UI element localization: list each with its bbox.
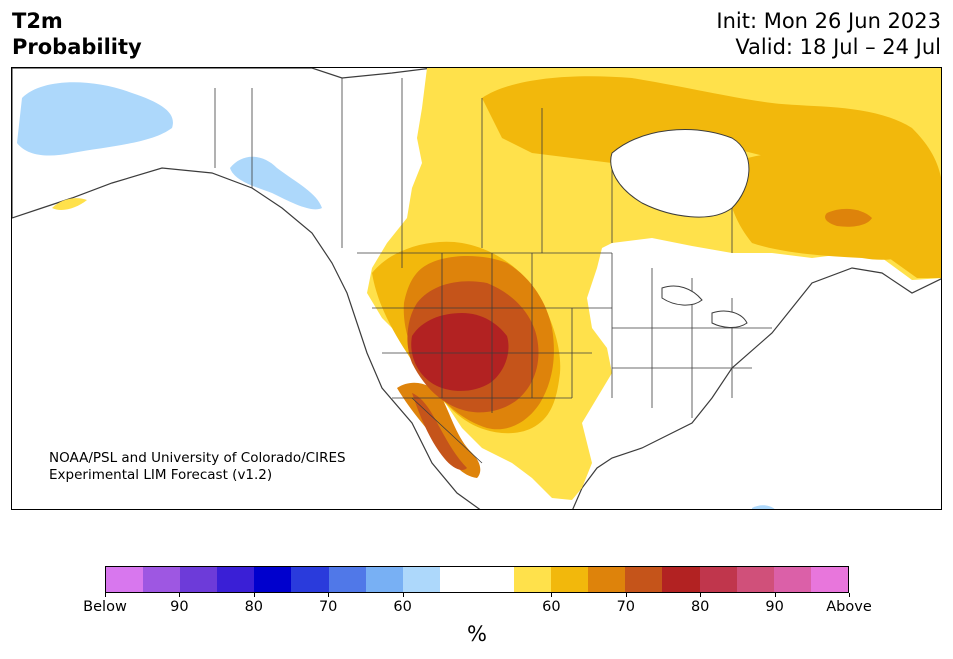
colorbar-tick-mark — [402, 593, 404, 597]
colorbar-swatch — [439, 567, 477, 592]
colorbar-swatch — [810, 567, 848, 592]
colorbar-tick-label: 60 — [542, 599, 561, 615]
colorbar-swatch — [773, 567, 811, 592]
colorbar-swatch — [662, 567, 700, 592]
colorbar-swatch — [291, 567, 329, 592]
colorbar-swatch — [180, 567, 218, 592]
colorbar-tick-mark — [700, 593, 702, 597]
forecast-dates: Init: Mon 26 Jun 2023 Valid: 18 Jul – 24… — [716, 8, 941, 60]
colorbar-tick-label: Above — [826, 599, 872, 615]
colorbar-tick-label: 70 — [616, 599, 636, 615]
colorbar-tick-mark — [551, 593, 553, 597]
colorbar-swatch — [328, 567, 366, 592]
colorbar-tick-label: 70 — [318, 599, 338, 615]
colorbar-swatch — [699, 567, 737, 592]
colorbar-tick-label: 80 — [690, 599, 710, 615]
colorbar-swatch — [736, 567, 774, 592]
colorbar-tick-mark — [774, 593, 776, 597]
colorbar-swatch — [106, 567, 144, 592]
colorbar-unit: % — [467, 622, 487, 646]
colorbar-swatch — [402, 567, 440, 592]
colorbar-tick-mark — [253, 593, 255, 597]
below-normal-areas — [17, 82, 775, 509]
colorbar-swatch — [625, 567, 663, 592]
above-80-areas — [411, 313, 509, 391]
map-canvas — [12, 68, 941, 509]
colorbar-tick-mark — [105, 593, 106, 597]
colorbar-swatch — [254, 567, 292, 592]
colorbar-tick-label: 90 — [170, 599, 189, 615]
colorbar-tick-label: 90 — [765, 599, 784, 615]
colorbar-tick-mark — [849, 593, 850, 597]
colorbar-tick-mark — [179, 593, 181, 597]
valid-dates: Valid: 18 Jul – 24 Jul — [735, 35, 941, 59]
colorbar-tick-mark — [328, 593, 330, 597]
probability-colorbar — [105, 566, 849, 593]
colorbar-swatch — [476, 567, 515, 592]
map-title: T2m Probability — [12, 8, 142, 60]
colorbar-swatch — [588, 567, 626, 592]
colorbar-swatch — [514, 567, 552, 592]
colorbar-tick-mark — [625, 593, 627, 597]
title-line-1: T2m — [12, 9, 63, 33]
title-line-2: Probability — [12, 35, 142, 59]
colorbar-tick-label: 60 — [393, 599, 412, 615]
colorbar-tick-label: 80 — [244, 599, 264, 615]
colorbar-swatch — [143, 567, 181, 592]
colorbar-tick-label: Below — [83, 599, 127, 615]
init-date: Init: Mon 26 Jun 2023 — [716, 9, 941, 33]
water-bodies — [610, 129, 750, 328]
colorbar-swatch — [217, 567, 255, 592]
colorbar-swatch — [365, 567, 403, 592]
political-boundaries — [214, 78, 772, 464]
credit-text: NOAA/PSL and University of Colorado/CIRE… — [49, 450, 346, 484]
credit-line-2: Experimental LIM Forecast (v1.2) — [49, 467, 273, 483]
credit-line-1: NOAA/PSL and University of Colorado/CIRE… — [49, 450, 346, 466]
forecast-map — [11, 67, 942, 510]
colorbar-swatch — [551, 567, 589, 592]
